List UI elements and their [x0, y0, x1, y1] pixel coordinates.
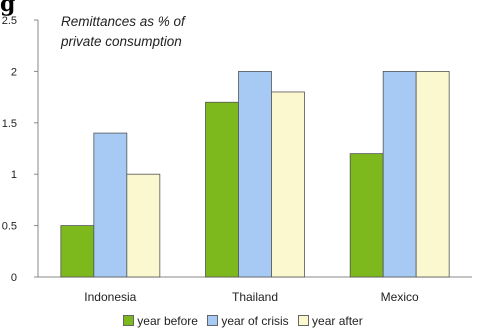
bar-mexico-year-before — [349, 153, 384, 278]
legend-item-year-of-crisis: year of crisis — [207, 314, 289, 328]
bar-indonesia-year-after — [126, 173, 161, 278]
bar-thailand-year-of-crisis — [238, 71, 272, 278]
legend-item-year-after: year after — [298, 314, 363, 328]
chart-annotation: Remittances as % of private consumption — [61, 12, 185, 52]
legend-item-year-before: year before — [123, 314, 198, 328]
annotation-line-2: private consumption — [61, 34, 182, 49]
y-tick-label: 1 — [11, 169, 17, 181]
annotation-line-1: Remittances as % of — [61, 14, 185, 29]
legend: year before year of crisis year after — [0, 314, 486, 328]
x-category-label: Mexico — [381, 290, 419, 304]
x-category-label: Thailand — [232, 290, 278, 304]
y-tick-label: 2.5 — [2, 15, 17, 27]
legend-swatch-year-of-crisis — [207, 315, 219, 326]
bar-indonesia-year-before — [60, 225, 95, 278]
legend-label-year-before: year before — [137, 314, 198, 328]
legend-label-year-after: year after — [312, 314, 363, 328]
x-category-label: Indonesia — [84, 290, 136, 304]
bar-mexico-year-of-crisis — [382, 71, 417, 278]
y-tick-label: 0 — [11, 272, 17, 284]
bar-chart: 0 0.5 1 1.5 2 2.5 Indonesia Thailand Mexico — [2, 15, 472, 304]
legend-label-year-of-crisis: year of crisis — [221, 314, 289, 328]
y-tick-label: 1.5 — [2, 118, 17, 130]
bar-indonesia-year-of-crisis — [93, 132, 128, 278]
bar-thailand-year-before — [205, 101, 239, 278]
legend-swatch-year-before — [123, 315, 135, 326]
legend-swatch-year-after — [298, 315, 310, 326]
y-tick-label: 2 — [11, 66, 17, 78]
y-tick-label: 0.5 — [2, 221, 17, 233]
bar-thailand-year-after — [271, 91, 305, 278]
clipped-title: g — [0, 0, 16, 17]
bar-mexico-year-after — [415, 71, 450, 278]
